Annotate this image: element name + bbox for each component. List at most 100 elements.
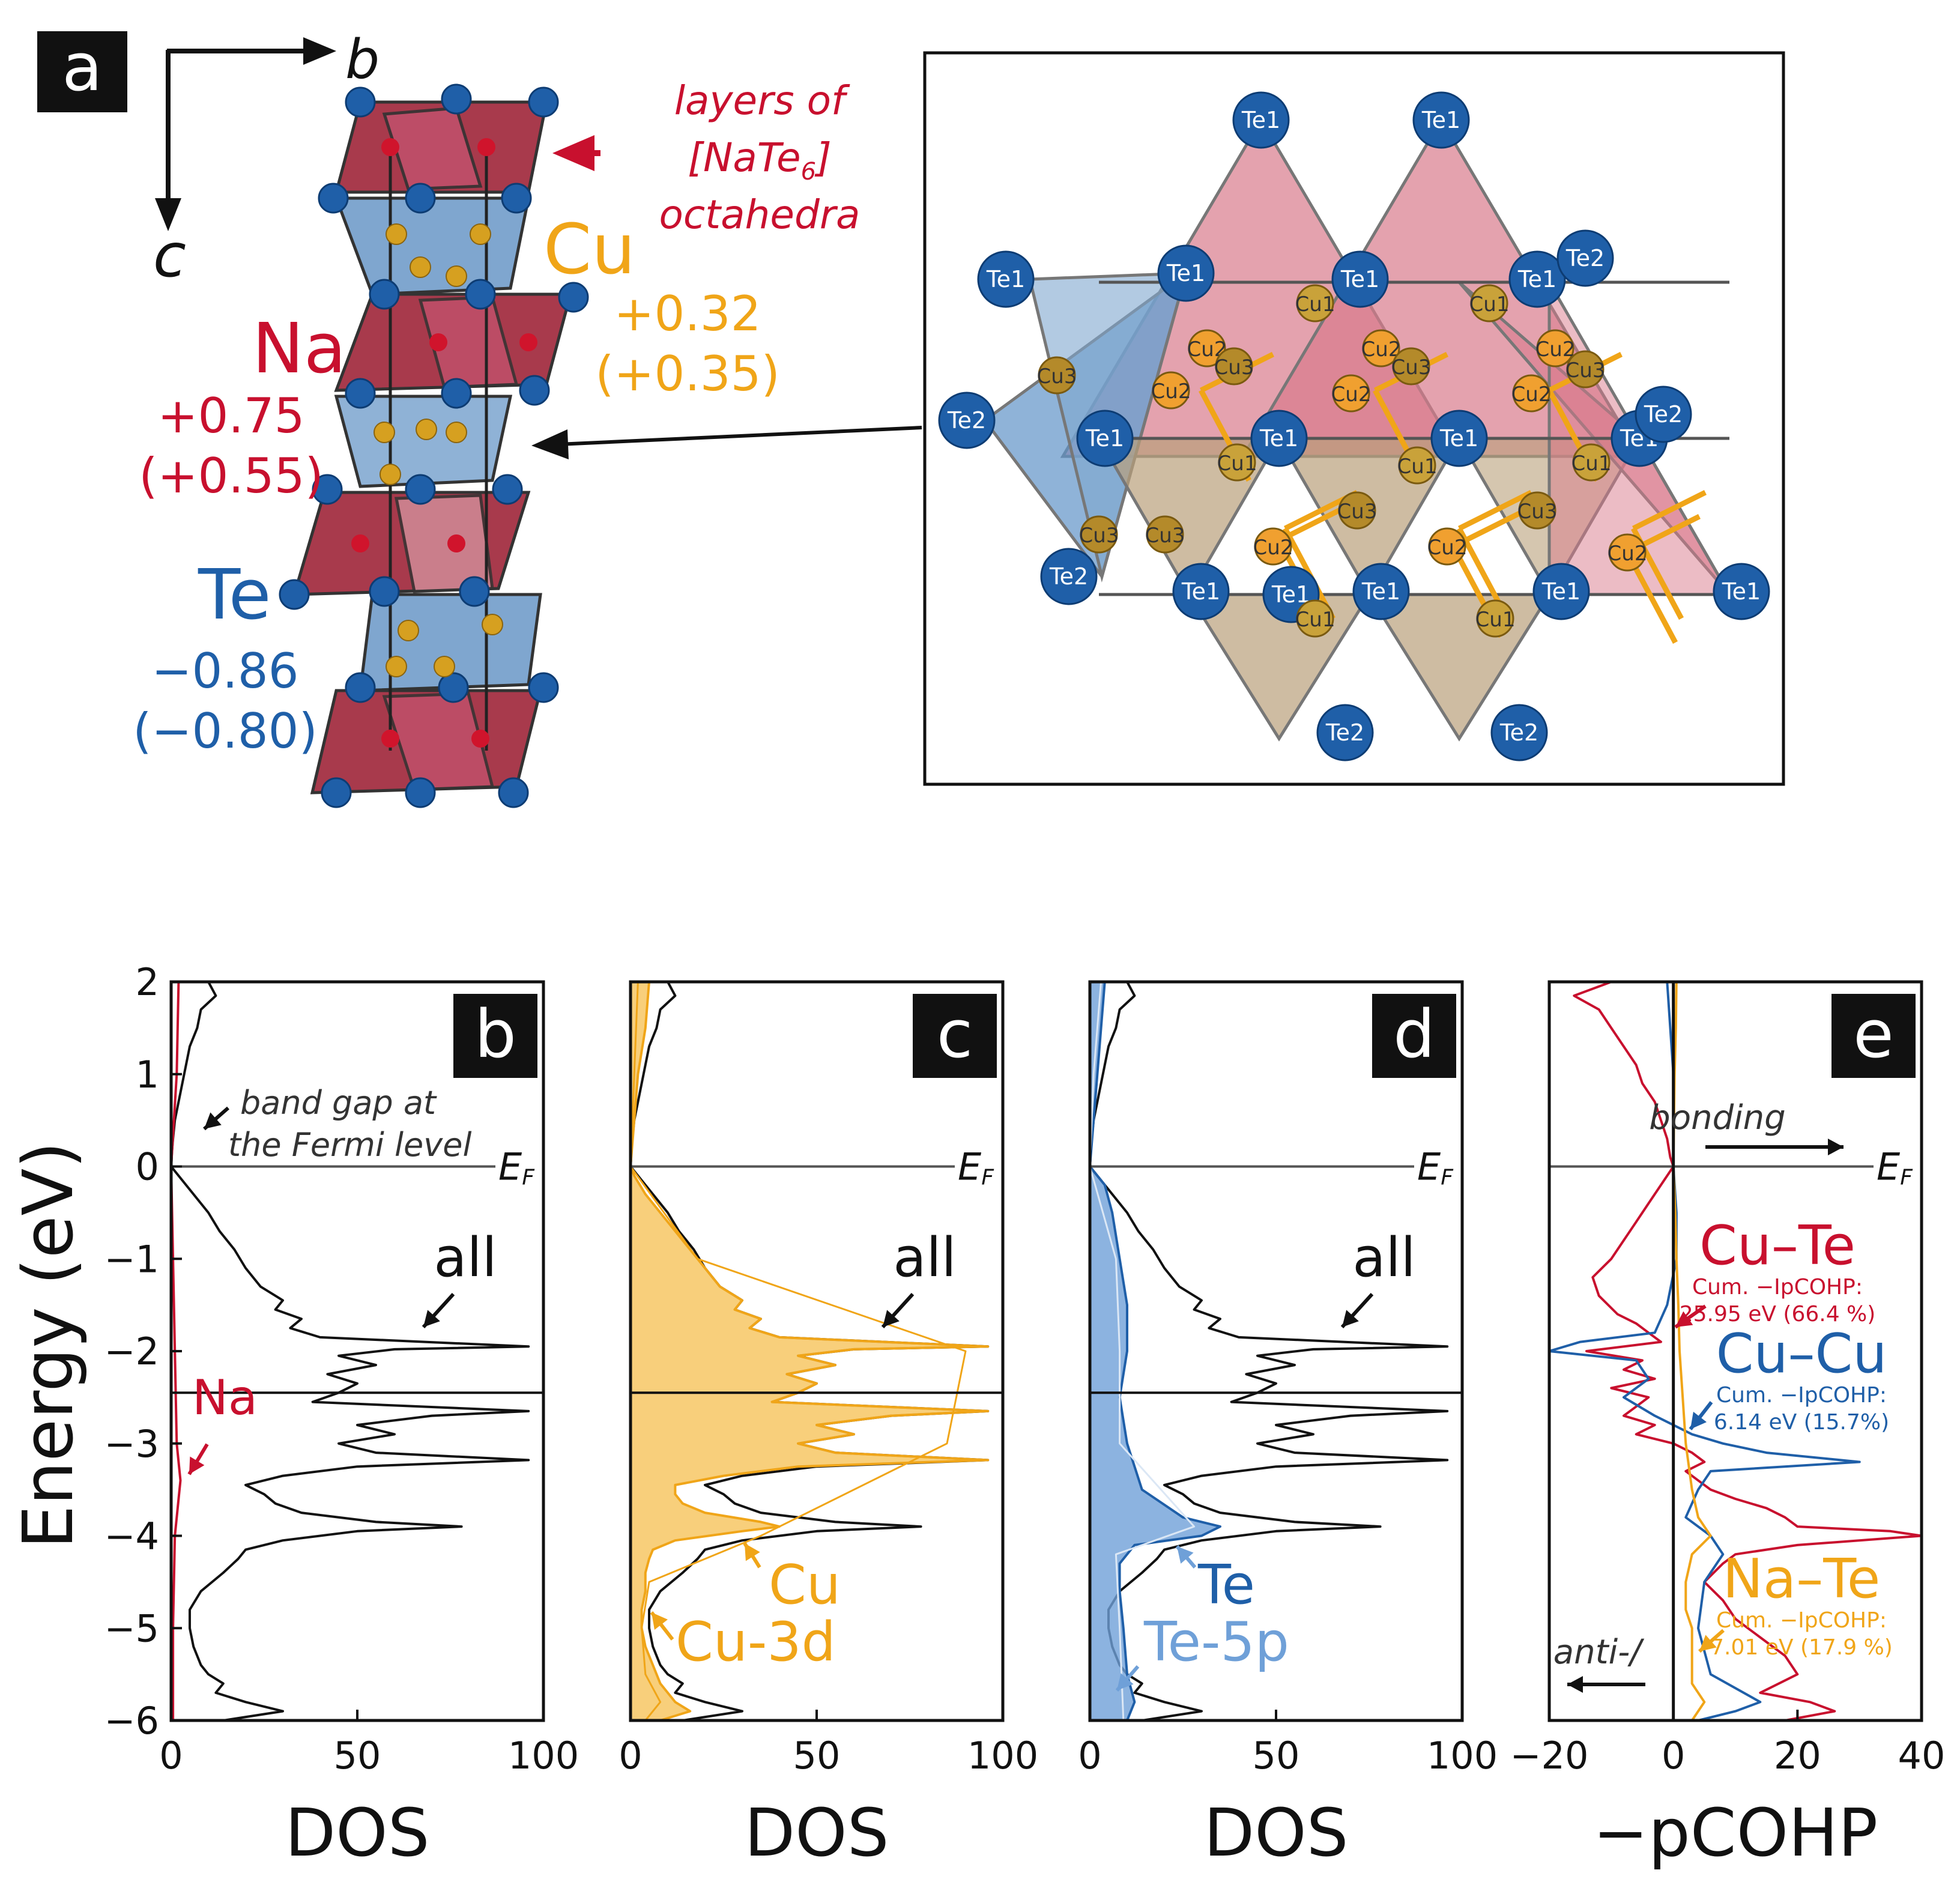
panel-label: e	[1853, 996, 1894, 1073]
inset-atom-label: Te1	[1166, 260, 1205, 286]
inset-atom-label: Cu1	[1475, 608, 1516, 632]
inset-atom-label: Te1	[1541, 578, 1580, 605]
inset-atom-label: Cu1	[1397, 455, 1438, 479]
cohp-label-cu-cu: Cu–Cu	[1716, 1322, 1887, 1385]
panel-a: a b c	[37, 28, 1785, 808]
inset-atom-label: Te2	[1049, 563, 1088, 590]
inset-atom-label: Te1	[1259, 425, 1298, 452]
cohp-cum-value: 7.01 eV (17.9 %)	[1710, 1635, 1893, 1660]
y-tick-label: −3	[104, 1422, 159, 1466]
x-axis-label: DOS	[285, 1794, 429, 1871]
inset-atom-label: Te2	[1499, 719, 1538, 746]
x-tick-label: 50	[334, 1734, 381, 1778]
te-arrow-head	[1177, 1546, 1194, 1564]
inset-atom-label: Cu3	[1079, 524, 1119, 548]
bonding-arrow-head	[1828, 1139, 1844, 1155]
na-label: Na	[252, 309, 346, 389]
fermi-label: EF	[1877, 1145, 1913, 1190]
x-axis-label: −pCOHP	[1593, 1794, 1878, 1871]
inset-atom-label: Cu2	[1427, 536, 1468, 560]
inset-cu-atom	[1536, 329, 1574, 368]
charts: EF b 0 50 100 DOS −6 −5 −4 −3 −2 −1 0 1 2 all band gap a…	[104, 960, 1946, 1871]
panel-e: EFe−20 0 20 40−pCOHPbondinganti-/Cu–TeCum. …	[1510, 980, 1945, 1871]
y-tick-label: −5	[104, 1606, 159, 1650]
inset-atom-label: Cu2	[1608, 542, 1648, 566]
cu-label: Cu	[543, 210, 635, 290]
panel-a-label-box	[37, 31, 127, 112]
inset-atom-label: Cu3	[1145, 524, 1185, 548]
inset-atom-label: Cu3	[1517, 500, 1558, 524]
fermi-sub: F	[522, 1166, 535, 1190]
panel-label-box	[1372, 994, 1456, 1078]
axis-c-label: c	[153, 220, 186, 291]
inset-cu-atom	[1572, 443, 1611, 482]
inset-atom-label: Te2	[1325, 719, 1364, 746]
inset-cu-atom	[1146, 515, 1184, 554]
series-area-cu	[631, 982, 988, 1720]
inset-pointer-head	[531, 429, 569, 459]
te5p-label: Te-5p	[1143, 1611, 1289, 1674]
inset-cu-atom	[1392, 347, 1430, 386]
inset-atom-label: Cu2	[1253, 536, 1293, 560]
inset-te-atom	[977, 250, 1035, 308]
band-gap-label-1: band gap at	[240, 1084, 437, 1122]
panel-label-box	[453, 994, 537, 1078]
te-charge-2: (−0.80)	[133, 703, 318, 759]
series-line-all	[1089, 981, 1449, 1722]
all-arrow-head	[1342, 1310, 1359, 1327]
all-label: all	[893, 1226, 956, 1289]
panel-label: d	[1393, 996, 1435, 1073]
inset-atom-label: Te2	[947, 407, 986, 434]
inset-cu-atom	[1518, 491, 1556, 530]
x-tick-label: 50	[1253, 1734, 1300, 1778]
inset-cu-atom	[1218, 443, 1256, 482]
inset-cu-atom	[1338, 491, 1376, 530]
fermi-label: EF	[498, 1145, 535, 1190]
plot-frame	[1088, 980, 1464, 1722]
na-te-arrow-head	[1699, 1635, 1717, 1651]
inset-atom-label: Cu2	[1535, 337, 1576, 362]
inset-cu-atom	[1470, 284, 1508, 322]
inset-cu-atom	[1254, 527, 1292, 566]
inset-cu-atom	[1362, 329, 1400, 368]
inset-cu-atom	[1152, 371, 1190, 410]
anti-arrow-head	[1567, 1676, 1583, 1693]
inset-te-atom	[938, 392, 996, 449]
x-tick-label: 50	[793, 1734, 841, 1778]
inset-te-atom	[1172, 563, 1230, 620]
fermi-sub: F	[981, 1166, 994, 1190]
inset-atom-label: Cu3	[1391, 356, 1432, 380]
inset-atom-label: Cu1	[1295, 608, 1335, 632]
band-gap-arrow-head	[204, 1112, 222, 1129]
cu-cu-arrow-head	[1690, 1411, 1707, 1429]
inset-cu-atom	[1296, 284, 1334, 322]
layers-arrow	[552, 135, 594, 171]
cohp-label-cu-te: Cu–Te	[1699, 1214, 1856, 1277]
fermi-label: EF	[1417, 1145, 1454, 1190]
inset-te-atom	[1250, 410, 1308, 467]
inset-atom-label: Cu3	[1037, 365, 1077, 389]
inset-te-atom	[1316, 704, 1374, 761]
all-label: all	[1352, 1226, 1415, 1289]
inset-cu-atom	[1080, 515, 1118, 554]
crystal-atoms	[279, 83, 589, 808]
y-tick-label: −6	[104, 1699, 159, 1743]
na-charge: +0.75	[157, 388, 304, 444]
inset-atom-label: Cu3	[1337, 500, 1378, 524]
inset-te-atom	[1490, 704, 1548, 761]
inset-cu-atom	[1332, 374, 1370, 413]
all-arrow-head	[423, 1310, 440, 1327]
fermi-label: EF	[958, 1145, 994, 1190]
x-tick-label: 100	[967, 1734, 1038, 1778]
x-tick-label: 100	[1427, 1734, 1498, 1778]
inset-cu-atom	[1215, 347, 1253, 386]
inset-te-atom	[1713, 563, 1770, 620]
inset-te-atom	[1532, 563, 1590, 620]
cu-arrow-head	[745, 1543, 760, 1561]
inset-atom-label: Cu2	[1331, 383, 1372, 407]
inset-atom-label: Cu1	[1469, 292, 1510, 316]
inset-atom-label: Te1	[1271, 581, 1310, 608]
inset-te-atom	[1556, 229, 1614, 287]
